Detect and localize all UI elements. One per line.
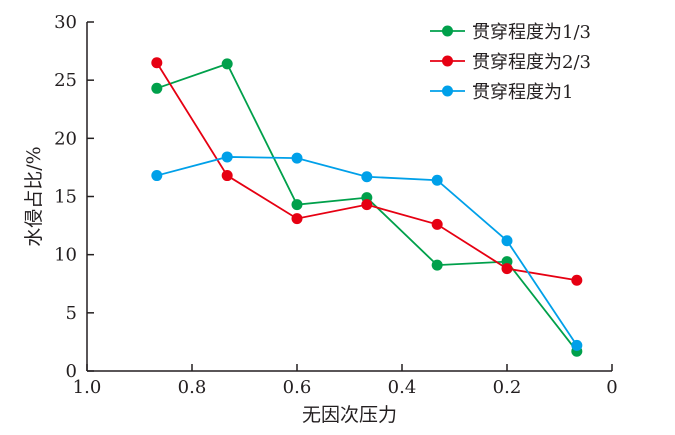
y-tick-label: 15 <box>54 187 77 208</box>
data-point <box>361 199 373 211</box>
data-point <box>501 235 513 247</box>
data-point <box>291 152 303 164</box>
data-point <box>431 218 443 230</box>
y-tick-label: 10 <box>54 245 77 266</box>
y-tick-label: 5 <box>66 303 77 324</box>
data-point <box>151 82 163 94</box>
data-point <box>221 58 233 70</box>
x-tick-label: 1.0 <box>73 377 102 398</box>
data-point <box>571 274 583 286</box>
series-2 <box>151 57 583 286</box>
x-tick-label: 0.4 <box>388 377 417 398</box>
legend-label: 贯穿程度为1/3 <box>472 22 591 43</box>
x-ticks: 1.0 0.8 0.6 0.4 0.2 0 <box>73 364 618 398</box>
y-tick-label: 0 <box>66 361 77 382</box>
y-tick-label: 25 <box>54 70 77 91</box>
data-point <box>151 170 163 182</box>
data-point <box>501 263 513 275</box>
legend-marker <box>442 85 453 97</box>
legend-marker <box>442 55 453 67</box>
y-axis-label: 水侵占比/% <box>23 146 45 246</box>
data-point <box>151 57 163 69</box>
x-tick-label: 0.6 <box>283 377 312 398</box>
x-tick-label: 0.8 <box>178 377 207 398</box>
legend-marker <box>442 25 453 37</box>
data-point <box>291 213 303 225</box>
legend-item: 贯穿程度为2/3 <box>430 52 591 73</box>
legend-label: 贯穿程度为1 <box>472 82 573 103</box>
legend-item: 贯穿程度为1/3 <box>430 22 591 43</box>
series-layer <box>151 57 583 357</box>
legend-item: 贯穿程度为1 <box>430 82 573 103</box>
legend: 贯穿程度为1/3 贯穿程度为2/3 贯穿程度为1 <box>430 22 591 103</box>
y-tick-label: 30 <box>54 12 77 33</box>
legend-label: 贯穿程度为2/3 <box>472 52 591 73</box>
data-point <box>431 259 443 271</box>
x-axis-label: 无因次压力 <box>302 404 397 426</box>
data-point <box>431 174 443 186</box>
axes <box>86 22 612 372</box>
data-point <box>291 199 303 211</box>
x-tick-label: 0 <box>606 377 617 398</box>
series-3 <box>151 151 583 351</box>
x-tick-label: 0.2 <box>493 377 522 398</box>
data-point <box>361 171 373 183</box>
data-point <box>221 151 233 163</box>
y-tick-label: 20 <box>54 128 77 149</box>
data-point <box>221 170 233 182</box>
y-ticks: 0 5 10 15 20 25 30 <box>54 12 94 382</box>
data-point <box>571 339 583 351</box>
series-line <box>156 156 578 346</box>
